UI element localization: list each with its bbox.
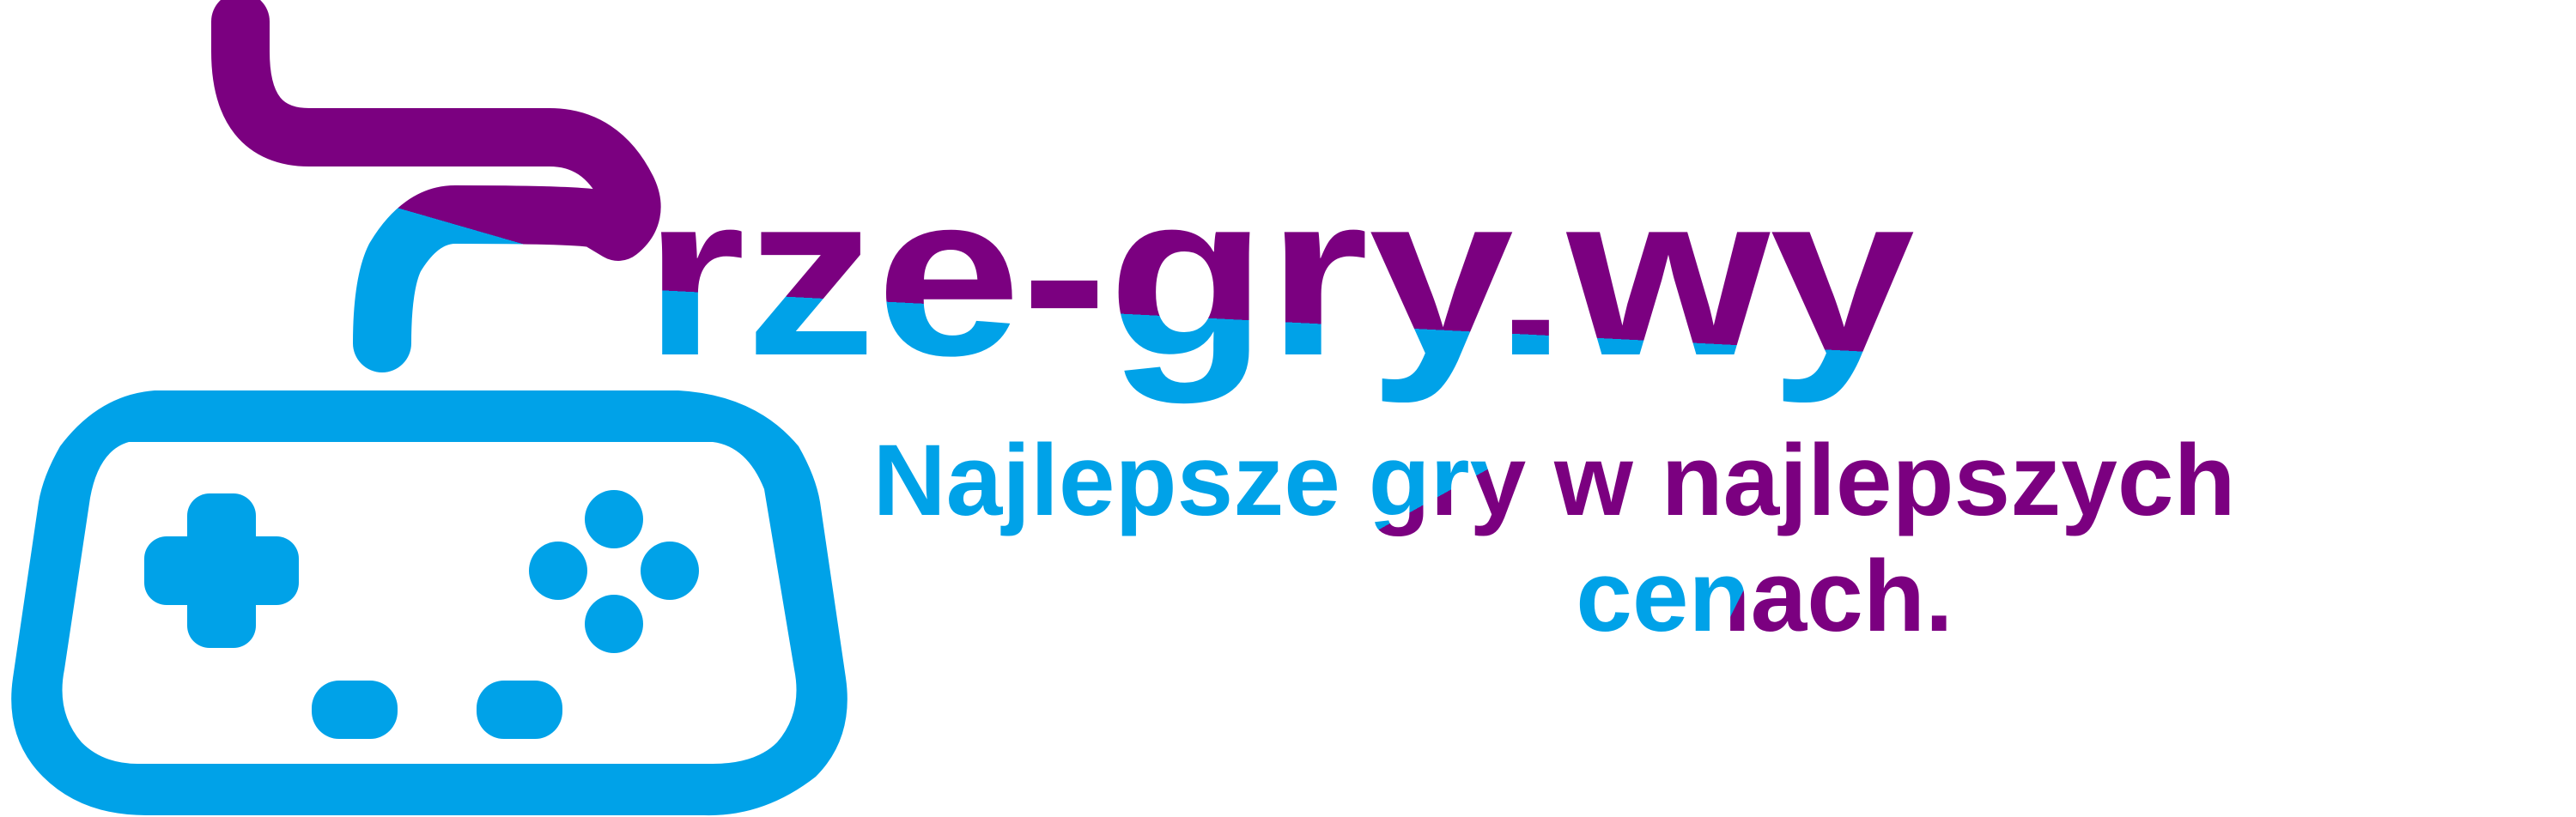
gamepad-icon — [11, 390, 848, 816]
p-pipe-letter-icon — [211, 0, 661, 372]
tagline-line1: Najlepsze gry w najlepszych — [872, 424, 2235, 537]
face-buttons-icon — [529, 490, 699, 653]
brand-name: rze-gry.wy — [644, 146, 1917, 405]
tagline-line2: cenach. — [1576, 540, 1953, 653]
select-start-buttons-icon — [312, 681, 562, 739]
dpad-icon — [144, 493, 299, 648]
